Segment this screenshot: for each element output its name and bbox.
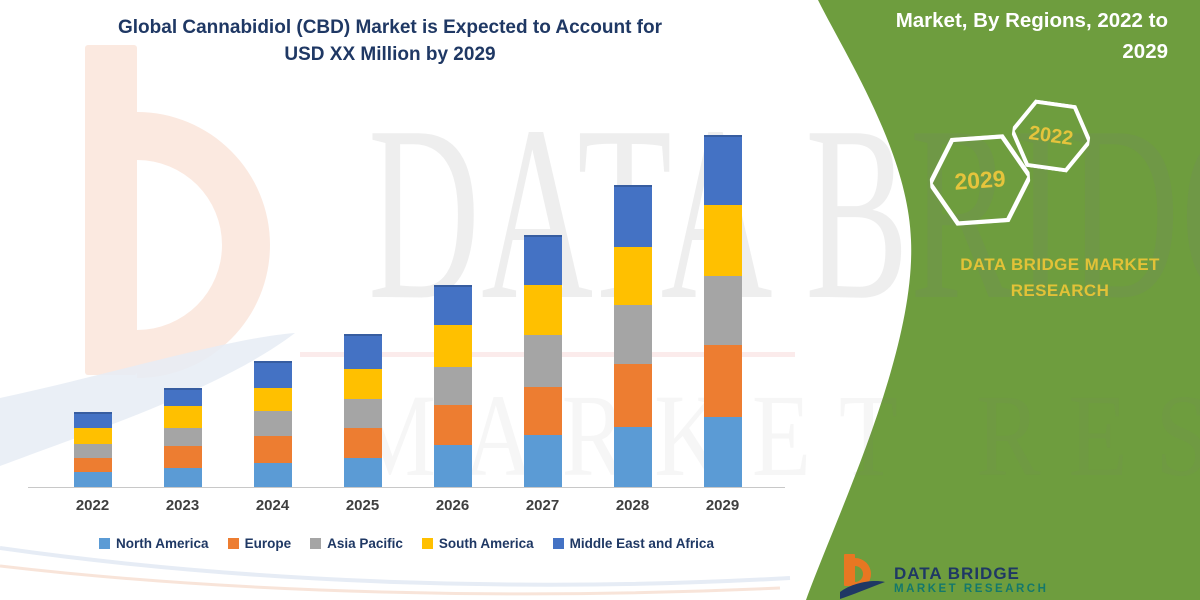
x-axis-label-2028: 2028 xyxy=(615,497,650,514)
segment-2024-south-america xyxy=(253,388,292,411)
legend-item-europe: Europe xyxy=(227,536,292,551)
chart-title-line2: USD XX Million by 2029 xyxy=(284,44,496,65)
segment-2024-north-america xyxy=(253,463,292,487)
segment-2027-europe xyxy=(523,387,562,435)
segment-2026-south-america xyxy=(433,325,472,367)
segment-2027-asia-pacific xyxy=(523,335,562,387)
segment-2023-south-america xyxy=(163,406,202,428)
bar-2024 xyxy=(253,361,292,487)
footer-brand-name: DATA BRIDGE xyxy=(894,564,1020,583)
legend-swatch-icon xyxy=(227,538,239,549)
bar-2026 xyxy=(433,285,472,487)
x-axis-label-2025: 2025 xyxy=(345,497,380,514)
legend-label: North America xyxy=(116,536,209,551)
segment-2023-middle-east-and-africa xyxy=(163,388,202,406)
legend-label: South America xyxy=(438,536,534,551)
segment-2029-south-america xyxy=(703,205,742,276)
x-axis-label-2026: 2026 xyxy=(435,497,470,514)
segment-2026-europe xyxy=(433,405,472,445)
segment-2028-north-america xyxy=(613,427,652,487)
segment-2029-north-america xyxy=(703,417,742,487)
chart-legend: North America Europe Asia Pacific South Ame… xyxy=(28,536,785,551)
x-axis-label-2023: 2023 xyxy=(165,497,200,514)
legend-swatch-icon xyxy=(310,538,322,549)
segment-2022-middle-east-and-africa xyxy=(73,412,112,428)
x-axis-label-2029: 2029 xyxy=(705,497,740,514)
segment-2027-north-america xyxy=(523,435,562,487)
footer-b-logo-icon xyxy=(840,554,885,599)
segment-2023-asia-pacific xyxy=(163,428,202,446)
segment-2027-south-america xyxy=(523,285,562,335)
legend-swatch-icon xyxy=(552,538,564,549)
bar-2022 xyxy=(73,412,112,487)
segment-2024-asia-pacific xyxy=(253,411,292,436)
x-axis-line xyxy=(28,487,785,488)
bar-2023 xyxy=(163,388,202,487)
legend-item-south-america: South America xyxy=(421,536,534,551)
footer-logo: DATA BRIDGE MARKET RESEARCH xyxy=(838,552,1048,600)
legend-label: Middle East and Africa xyxy=(569,536,714,551)
segment-2023-north-america xyxy=(163,468,202,487)
chart-title-line1: Global Cannabidiol (CBD) Market is Expec… xyxy=(117,17,662,38)
segment-2029-asia-pacific xyxy=(703,276,742,345)
segment-2029-middle-east-and-africa xyxy=(703,135,742,205)
x-axis-label-2024: 2024 xyxy=(255,497,290,514)
x-axis-label-2027: 2027 xyxy=(525,497,560,514)
legend-swatch-icon xyxy=(99,538,111,549)
segment-2026-north-america xyxy=(433,445,472,487)
segment-2028-middle-east-and-africa xyxy=(613,185,652,247)
segment-2022-north-america xyxy=(73,472,112,487)
segment-2025-europe xyxy=(343,428,382,458)
legend-item-asia-pacific: Asia Pacific xyxy=(310,536,403,551)
legend-swatch-icon xyxy=(421,538,433,549)
stacked-bar-chart: Global Cannabidiol (CBD) Market is Expec… xyxy=(0,14,785,551)
segment-2028-south-america xyxy=(613,247,652,305)
segment-2024-middle-east-and-africa xyxy=(253,361,292,388)
segment-2023-europe xyxy=(163,446,202,468)
segment-2024-europe xyxy=(253,436,292,463)
bar-2028 xyxy=(613,185,652,487)
segment-2022-south-america xyxy=(73,428,112,444)
bottom-left-swoosh-decoration xyxy=(0,546,791,596)
segment-2022-asia-pacific xyxy=(73,444,112,458)
legend-label: Asia Pacific xyxy=(327,536,403,551)
segment-2029-europe xyxy=(703,345,742,417)
chart-title: Global Cannabidiol (CBD) Market is Expec… xyxy=(0,14,780,68)
segment-2025-north-america xyxy=(343,458,382,487)
legend-item-north-america: North America xyxy=(99,536,209,551)
legend-item-middle-east-and-africa: Middle East and Africa xyxy=(552,536,714,551)
x-axis-label-2022: 2022 xyxy=(75,497,110,514)
bar-2025 xyxy=(343,334,382,487)
segment-2026-middle-east-and-africa xyxy=(433,285,472,325)
segment-2022-europe xyxy=(73,458,112,472)
legend-label: Europe xyxy=(244,536,292,551)
bar-2029 xyxy=(703,135,742,487)
segment-2025-south-america xyxy=(343,369,382,399)
segment-2027-middle-east-and-africa xyxy=(523,235,562,285)
footer-texts: DATA BRIDGE MARKET RESEARCH xyxy=(894,552,1048,596)
segment-2025-asia-pacific xyxy=(343,399,382,428)
segment-2025-middle-east-and-africa xyxy=(343,334,382,369)
segment-2028-asia-pacific xyxy=(613,305,652,364)
segment-2028-europe xyxy=(613,364,652,427)
segment-2026-asia-pacific xyxy=(433,367,472,405)
bar-2027 xyxy=(523,235,562,487)
footer-brand-subtext: MARKET RESEARCH xyxy=(894,583,1049,595)
